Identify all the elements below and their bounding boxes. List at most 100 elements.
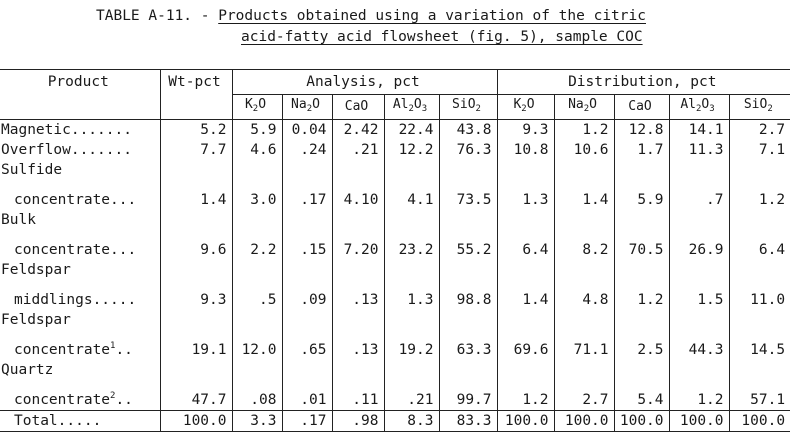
distribution-oxide-3-sub: 2 — [696, 104, 702, 114]
table-row: Magnetic....... 5.2 5.9 0.04 2.42 22.4 43.8 9.3… — [0, 119, 791, 140]
cell-distribution: 1.7 — [613, 140, 670, 160]
table-row: concentrate... 1.4 3.0.17 4.10 4.1 73.5 1.3 1.4… — [0, 180, 791, 210]
row-label: Feldspar — [1, 262, 71, 278]
table-row-label-line: Sulfide — [0, 160, 791, 180]
cell-analysis: 99.7 — [438, 380, 498, 410]
data-table: Product Wt-pct Analysis, pct Distributio… — [0, 69, 791, 432]
cell-analysis: 4.6 — [231, 140, 282, 160]
cell-analysis: .21 — [383, 380, 439, 410]
cell-analysis: 23.2 — [383, 230, 439, 260]
cell-analysis: 1.3 — [383, 280, 439, 310]
cell-analysis: 4.10 — [331, 180, 384, 210]
cell-wt-pct: 5.2 — [159, 119, 232, 140]
cell-distribution: 8.2 — [553, 230, 615, 260]
cell-analysis: 4.1 — [383, 180, 439, 210]
total-analysis: 3.3 — [231, 409, 282, 432]
distribution-oxide-1-sub: 2 — [583, 104, 590, 114]
cell-distribution: 4.8 — [553, 280, 615, 310]
cell-analysis: 12.2 — [383, 140, 439, 160]
cell-distribution: 1.3 — [496, 180, 555, 210]
total-label: Total..... — [0, 409, 160, 432]
distribution-oxide-1-tail: O — [589, 97, 597, 112]
header-analysis-oxide: Na2O — [281, 94, 332, 120]
cell-distribution: 12.8 — [613, 119, 670, 140]
cell-distribution: 5.9 — [613, 180, 670, 210]
cell-distribution: 70.5 — [613, 230, 670, 260]
cell-analysis: .01 — [281, 380, 332, 410]
distribution-oxide-4-sub: 2 — [767, 104, 773, 114]
cell-analysis: .11 — [331, 380, 384, 410]
distribution-oxide-0-sub: 2 — [521, 104, 527, 114]
cell-distribution: 9.3 — [496, 119, 555, 140]
cell-analysis: .13 — [331, 280, 384, 310]
cell-analysis: 2.42 — [331, 119, 384, 140]
cell-distribution: .7 — [668, 180, 730, 210]
row-label: Bulk — [1, 212, 36, 228]
total-analysis: .98 — [331, 409, 384, 432]
cell-distribution: 1.2 — [613, 280, 670, 310]
cell-distribution: 10.6 — [553, 140, 615, 160]
analysis-oxide-0-base: K — [244, 97, 253, 112]
cell-distribution: 44.3 — [668, 330, 730, 360]
analysis-oxide-2-base: CaO — [344, 99, 369, 114]
cell-analysis: .15 — [281, 230, 332, 260]
cell-analysis: 43.8 — [438, 119, 498, 140]
cell-distribution: 57.1 — [728, 380, 791, 410]
table-row: concentrate1.. 19.1 12.0.65.13 19.2 63.3 69.6… — [0, 330, 791, 360]
distribution-oxide-1-base: Na — [568, 97, 584, 112]
cell-distribution: 14.1 — [668, 119, 730, 140]
distribution-oxide-3-sub2: 3 — [709, 104, 715, 114]
table-row: middlings..... 9.3.5.09.13 1.3 98.8 1.4 4.8 1.… — [0, 280, 791, 310]
row-footnote-marker: 2 — [110, 390, 116, 401]
analysis-oxide-3-base: Al — [392, 97, 409, 112]
distribution-oxide-0-base: K — [513, 97, 522, 112]
cell-distribution: 2.7 — [728, 119, 791, 140]
row-footnote-marker: 1 — [110, 341, 116, 351]
cell-analysis: 12.0 — [231, 330, 282, 360]
cell-distribution: 69.6 — [496, 330, 555, 360]
analysis-oxide-3-sub2: 3 — [421, 104, 428, 114]
table-row-total: Total..... 100.0 3.3.17.98 8.3 83.3 100.0 100.… — [0, 409, 791, 432]
cell-distribution: 1.4 — [553, 180, 615, 210]
cell-analysis: 3.0 — [231, 180, 282, 210]
header-row-oxides: K2O Na2O CaO Al2O3 SiO2 K2O Na2O CaO Al2O3 SiO2 — [0, 94, 791, 120]
header-analysis-oxide: K2O — [231, 94, 282, 120]
cell-analysis: 0.04 — [281, 119, 332, 140]
total-distribution: 100.0 — [668, 409, 730, 432]
header-wt-pct: Wt-pct — [159, 69, 232, 120]
row-label-leader: .. — [115, 391, 133, 408]
row-label-line-2: concentrate — [14, 342, 111, 358]
cell-wt-pct: 9.3 — [159, 280, 232, 310]
row-label-leader: .. — [115, 342, 133, 358]
total-analysis: .17 — [281, 409, 332, 432]
row-label-line-2: concentrate — [14, 391, 111, 408]
cell-analysis: .09 — [281, 280, 332, 310]
analysis-oxide-1-base: Na — [291, 97, 307, 112]
cell-distribution: 71.1 — [553, 330, 615, 360]
cell-analysis: 98.8 — [438, 280, 498, 310]
row-label: Sulfide — [1, 162, 63, 178]
cell-distribution: 11.0 — [728, 280, 791, 310]
row-label: Magnetic....... — [0, 119, 160, 140]
cell-analysis: 22.4 — [383, 119, 439, 140]
cell-analysis: .13 — [331, 330, 384, 360]
cell-distribution: 5.4 — [613, 380, 670, 410]
total-distribution: 100.0 — [728, 409, 791, 432]
cell-distribution: 1.4 — [496, 280, 555, 310]
cell-distribution: 2.5 — [613, 330, 670, 360]
distribution-oxide-2-base: CaO — [628, 99, 652, 114]
cell-analysis: .5 — [231, 280, 282, 310]
total-wt-pct: 100.0 — [159, 409, 232, 432]
caption-title-line-2: acid-fatty acid flowsheet (fig. 5), samp… — [241, 29, 643, 45]
table-row-label-line: Feldspar — [0, 310, 791, 330]
caption-lead: TABLE A-11. - — [96, 8, 219, 24]
header-row-groups: Product Wt-pct Analysis, pct Distributio… — [0, 69, 791, 120]
table-row: Overflow....... 7.7 4.6.24.21 12.2 76.3 10.8 1… — [0, 140, 791, 160]
table-row: concentrate2.. 47.7.08.01.11.21 99.7 1.2 2.7… — [0, 380, 791, 410]
table-row-label-line: Bulk — [0, 210, 791, 230]
cell-analysis: .24 — [281, 140, 332, 160]
header-analysis-oxide: SiO2 — [438, 94, 498, 120]
row-label-line-2: concentrate... — [14, 242, 137, 258]
cell-wt-pct: 47.7 — [159, 380, 232, 410]
analysis-oxide-1-sub: 2 — [306, 104, 313, 114]
